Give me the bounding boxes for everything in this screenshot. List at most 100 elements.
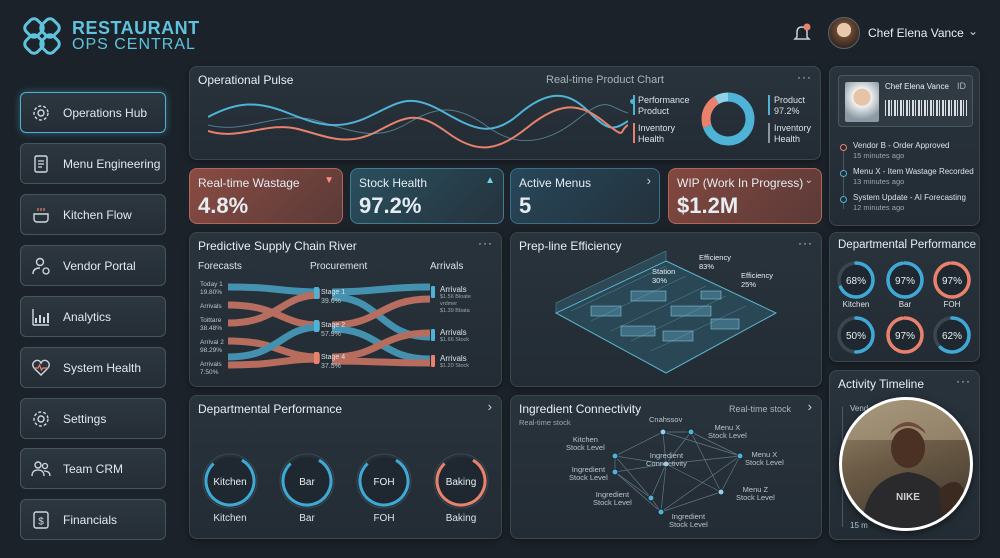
graph-edge: [660, 463, 667, 513]
nav-menu-engineering[interactable]: Menu Engineering: [20, 143, 166, 184]
ring-inner-label: Bar: [299, 477, 315, 488]
ring-arc: [358, 455, 410, 507]
stage-item: Stage 1 39.6%: [321, 288, 345, 306]
kpi-label: Real-time Wastage: [198, 176, 300, 190]
dept-rings-bottom: Kitchen Bar FOH Baking: [197, 448, 494, 514]
graph-node[interactable]: [611, 452, 619, 460]
activity-text: Menu X - Item Wastage Recorded: [853, 167, 974, 176]
dept-ring[interactable]: 62%: [933, 316, 971, 354]
more-icon[interactable]: ···: [797, 70, 812, 84]
departmental-performance-bottom-panel: Departmental Performance › Kitchen Bar FOH…: [189, 395, 502, 539]
node-label-line2: Stock Level: [669, 520, 708, 529]
graph-node[interactable]: [611, 468, 619, 476]
activity-text: System Update - AI Forecasting: [853, 193, 966, 202]
more-icon[interactable]: ···: [798, 236, 813, 250]
node-label-line1: Ingredient: [671, 512, 706, 521]
bell-icon: [793, 23, 811, 40]
panel-title: Activity Timeline: [838, 377, 925, 391]
chevron-down-icon[interactable]: ⌄: [968, 24, 979, 38]
kpi-stock-health[interactable]: Stock Health 97.2% ▲: [350, 168, 504, 224]
stage-label: Stage 4: [321, 354, 346, 361]
ring-label: Kitchen: [842, 300, 870, 309]
node-label-line1: Menu X: [751, 450, 778, 459]
dept-ring[interactable]: 97%: [886, 261, 924, 299]
graph-node[interactable]: [659, 428, 667, 436]
more-icon[interactable]: ···: [956, 374, 971, 388]
arrival-label: Arrivals: [440, 285, 467, 294]
kpi-active-menus[interactable]: Active Menus 5 ›: [510, 168, 660, 224]
kpi-label: WIP (Work In Progress): [677, 176, 804, 190]
graph-node[interactable]: [662, 460, 670, 468]
ring-bottom-label: Bar: [299, 513, 315, 524]
graph-node[interactable]: [717, 488, 725, 496]
webcam-overlay[interactable]: NIKE: [839, 397, 973, 531]
user-name[interactable]: Chef Elena Vance: [868, 26, 964, 40]
node-label: Kitchen Stock Level: [566, 436, 605, 452]
notification-button[interactable]: [792, 22, 814, 44]
dept-ring-bottom[interactable]: FOH: [351, 448, 417, 514]
legend-product-label: Product: [774, 95, 806, 105]
kpi-wip[interactable]: WIP (Work In Progress) $1.2M ⌄: [668, 168, 822, 224]
graph-node[interactable]: [736, 452, 744, 460]
nav-team-crm[interactable]: Team CRM: [20, 448, 166, 489]
prep-label-text: Efficiency: [699, 253, 731, 262]
nav-label: Operations Hub: [63, 105, 148, 120]
graph-node[interactable]: [657, 508, 665, 516]
node-label: Menu Z Stock Level: [736, 486, 775, 502]
more-icon[interactable]: ···: [478, 236, 493, 250]
arrow-down-icon: ▼: [324, 175, 334, 186]
nav-kitchen-flow[interactable]: Kitchen Flow: [20, 194, 166, 235]
nav-settings[interactable]: Settings: [20, 398, 166, 439]
ring-arc: [886, 316, 924, 354]
nav-analytics[interactable]: Analytics: [20, 296, 166, 337]
supply-chain-panel: Predictive Supply Chain River ··· Foreca…: [189, 232, 502, 387]
node-label: Menu X Stock Level: [708, 424, 747, 440]
nav-financials[interactable]: $ Financials: [20, 499, 166, 540]
legend-product-value: 97.2%: [774, 106, 800, 116]
panel-subtitle: Real-time Product Chart: [546, 74, 664, 86]
node-label-line2: Stock Level: [569, 473, 608, 482]
id-photo: [845, 82, 879, 122]
dept-ring[interactable]: 68%: [837, 261, 875, 299]
stage-label: Stage 2: [321, 322, 346, 329]
chevron-right-icon[interactable]: ›: [487, 399, 493, 414]
ring-inner-label: FOH: [373, 477, 394, 488]
dept-ring[interactable]: 97%: [886, 316, 924, 354]
nav-label: Menu Engineering: [63, 156, 161, 171]
dept-ring-bottom[interactable]: Baking: [428, 448, 494, 514]
ingredient-network-graph: [611, 428, 744, 516]
gear-icon: [33, 104, 49, 121]
dept-ring[interactable]: 50%: [837, 316, 875, 354]
ring-arc: [435, 455, 487, 507]
kpi-value: 97.2%: [359, 193, 422, 218]
nav-system-health[interactable]: System Health: [20, 347, 166, 388]
logo-knot-icon: [23, 17, 61, 55]
graph-edge: [720, 455, 741, 493]
graph-node[interactable]: [647, 494, 655, 502]
nav-operations-hub[interactable]: Operations Hub: [20, 92, 166, 133]
ring-bottom-label: Kitchen: [213, 513, 247, 524]
svg-text:$: $: [38, 516, 44, 527]
nav-vendor-portal[interactable]: Vendor Portal: [20, 245, 166, 286]
chevron-right-icon[interactable]: ›: [807, 399, 813, 414]
graph-edge: [614, 431, 664, 457]
dept-ring-bottom[interactable]: Bar: [274, 448, 340, 514]
arrival-label: Arrivals: [440, 354, 467, 363]
ring-label: Bar: [898, 300, 912, 309]
departmental-performance-right-panel: Departmental Performance 68% 97% 97% 50% 97%…: [829, 232, 980, 362]
node-label: Cnahssov: [649, 416, 682, 424]
panel-title: Departmental Performance: [198, 402, 343, 416]
nav-label: Kitchen Flow: [63, 207, 132, 222]
dept-ring[interactable]: 97%: [933, 261, 971, 299]
legend-product: Product 97.2%: [774, 95, 805, 117]
ring-arc: [281, 455, 333, 507]
graph-edge: [614, 455, 652, 499]
graph-node[interactable]: [687, 428, 695, 436]
stage-marker: [314, 287, 319, 299]
kpi-wastage[interactable]: Real-time Wastage 4.8% ▼: [189, 168, 343, 224]
id-card[interactable]: Chef Elena Vance ID: [838, 75, 973, 127]
avatar[interactable]: [828, 17, 860, 49]
ring-value: 97%: [942, 276, 962, 287]
activity-text: Vendor B - Order Approved: [853, 141, 950, 150]
dept-ring-bottom[interactable]: Kitchen: [197, 448, 263, 514]
